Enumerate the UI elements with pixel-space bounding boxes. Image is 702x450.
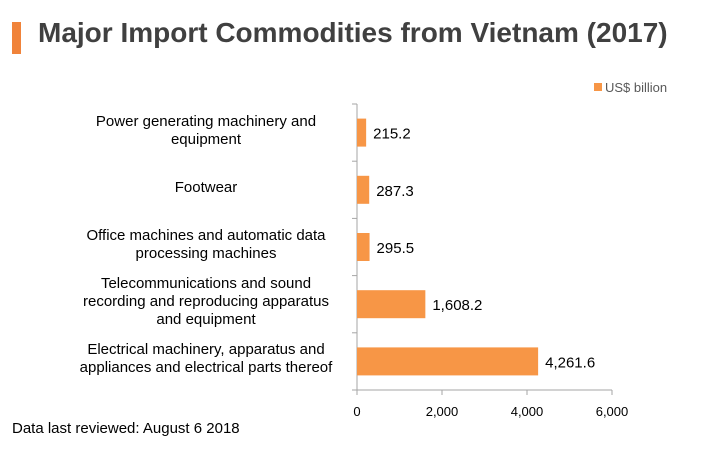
- bar-value-label: 215.2: [373, 126, 411, 143]
- bar: [357, 290, 426, 319]
- category-label-line: Office machines and automatic data: [86, 227, 326, 244]
- category-label: Power generating machinery and equipment: [66, 113, 346, 149]
- bar-value-label: 287.3: [376, 183, 414, 200]
- x-tick-label: 4,000: [511, 404, 544, 419]
- category-label-line: Electrical machinery, apparatus and: [87, 341, 325, 359]
- category-label-line: appliances and electrical parts thereof: [79, 359, 333, 377]
- legend-swatch: [594, 83, 602, 91]
- title-accent-bar: [12, 22, 21, 54]
- category-label-line: and equipment: [156, 311, 256, 329]
- category-label-line: equipment: [170, 130, 242, 148]
- legend-label: US$ billion: [605, 80, 667, 95]
- x-tick-label: 6,000: [596, 404, 629, 419]
- bar: [357, 175, 370, 204]
- bar-value-label: 4,261.6: [545, 354, 595, 371]
- category-label: Footwear: [66, 179, 346, 197]
- bar: [357, 118, 367, 147]
- category-label-line: Telecommunications and sound: [100, 275, 312, 293]
- chart-title: Major Import Commodities from Vietnam (2…: [38, 17, 668, 48]
- bar-value-label: 1,608.2: [432, 297, 482, 314]
- category-label-line: recording and reproducing apparatus: [83, 293, 329, 311]
- category-label: Telecommunications and sound recording an…: [66, 275, 346, 329]
- bar: [357, 347, 539, 376]
- bar-value-label: 295.5: [377, 240, 415, 257]
- category-label-line: Footwear: [174, 178, 238, 196]
- x-tick-label: 0: [353, 404, 360, 419]
- category-label-line: processing machines: [135, 245, 277, 262]
- footnote: Data last reviewed: August 6 2018: [12, 420, 240, 437]
- x-tick-label: 2,000: [426, 404, 459, 419]
- category-label: Office machines and automatic data proces…: [66, 227, 346, 263]
- category-label-line: Power generating machinery and: [95, 112, 317, 130]
- category-label: Electrical machinery, apparatus and appli…: [66, 341, 346, 377]
- bar: [357, 233, 370, 261]
